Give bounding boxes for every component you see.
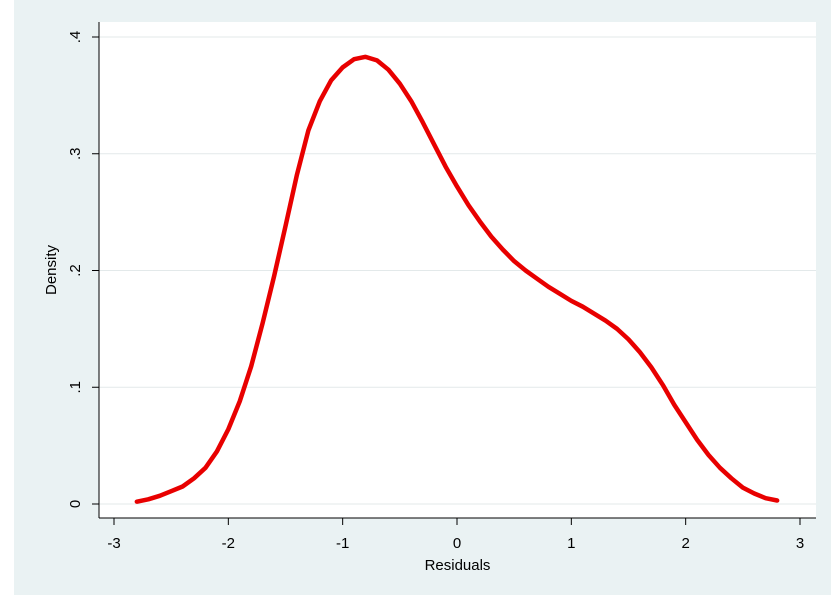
y-tick-label: .2 [67,264,84,277]
density-line [134,54,780,504]
grid-lines [99,36,816,505]
y-tick-label: .4 [67,31,84,44]
x-tick-label: -1 [336,535,349,552]
x-tick-label: 3 [796,535,804,552]
x-tick-label: -2 [222,535,235,552]
y-axis-label: Density [43,244,60,295]
x-tick-label: 1 [567,535,575,552]
y-tick-label: .1 [67,381,84,394]
x-axis-ticks: -3 -2 -1 0 1 2 3 [107,518,804,552]
x-tick-label: 0 [453,535,461,552]
x-tick-label: 2 [681,535,689,552]
x-tick-label: -3 [107,535,120,552]
y-axis-ticks: 0 .1 .2 .3 .4 [67,31,99,508]
y-tick-label: .3 [67,147,84,160]
left-margin-strip [0,0,14,595]
y-tick-label: 0 [67,500,84,508]
x-axis-label: Residuals [425,557,491,574]
